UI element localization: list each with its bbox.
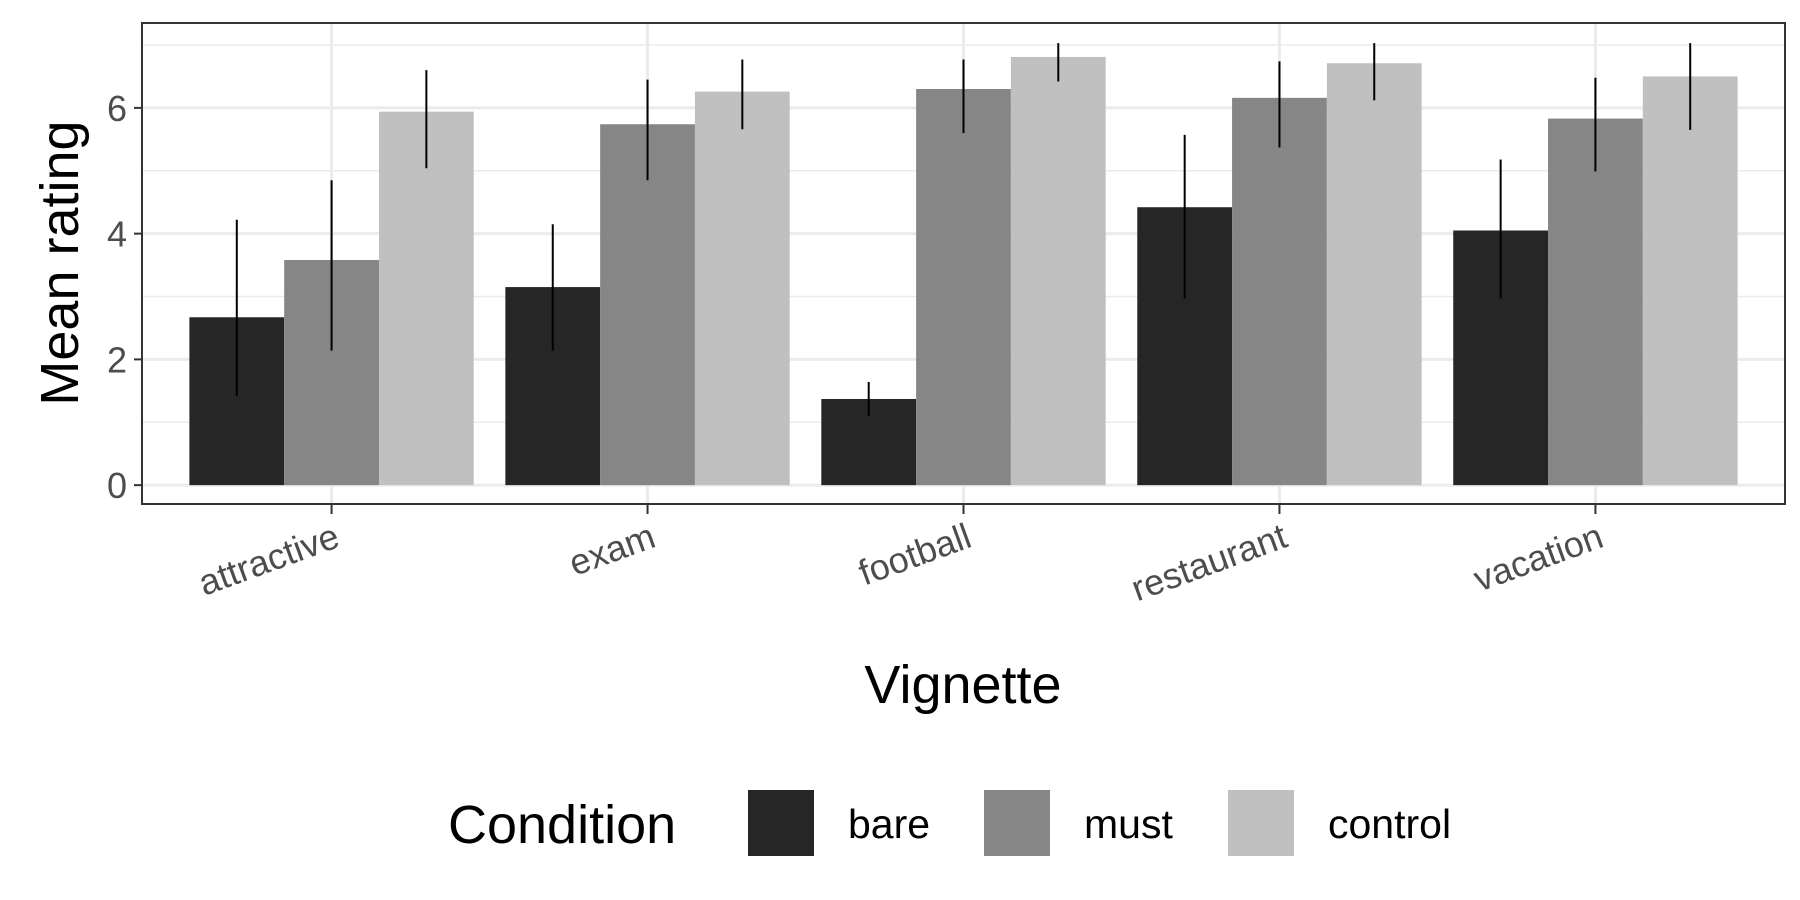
y-tick-label: 6	[107, 88, 127, 129]
legend-label-control: control	[1328, 801, 1451, 847]
x-tick-label-restaurant: restaurant	[1126, 515, 1292, 609]
x-tick-label-vacation: vacation	[1468, 515, 1608, 599]
x-tick-label-attractive: attractive	[193, 515, 344, 603]
legend-label-bare: bare	[848, 801, 930, 847]
bar-must-exam	[600, 124, 695, 486]
legend-key-must	[984, 790, 1050, 856]
bar-control-vacation	[1642, 76, 1738, 486]
bar-control-football	[1010, 56, 1106, 486]
bar-control-attractive	[378, 111, 474, 486]
bar-control-exam	[694, 91, 790, 486]
x-tick-label-exam: exam	[564, 515, 661, 584]
bar-must-football	[916, 89, 1011, 486]
legend-title: Condition	[448, 795, 676, 855]
bar-must-vacation	[1548, 118, 1643, 486]
legend-key-control	[1228, 790, 1294, 856]
y-axis: 0 2 4 6	[107, 88, 142, 506]
y-axis-title: Mean rating	[30, 120, 90, 405]
y-tick-label: 4	[107, 214, 127, 255]
legend-label-must: must	[1084, 801, 1173, 847]
bar-must-restaurant	[1232, 97, 1327, 486]
bar-control-restaurant	[1326, 63, 1422, 486]
error-bars	[235, 43, 1692, 416]
x-axis-title: Vignette	[864, 655, 1061, 715]
y-tick-label: 2	[107, 339, 127, 380]
bars	[189, 56, 1738, 486]
x-tick-label-football: football	[853, 515, 976, 593]
legend: Condition bare must control	[448, 790, 1451, 856]
y-tick-label: 0	[107, 465, 127, 506]
legend-key-bare	[748, 790, 814, 856]
x-axis: attractive exam football restaurant vacation	[193, 504, 1608, 609]
